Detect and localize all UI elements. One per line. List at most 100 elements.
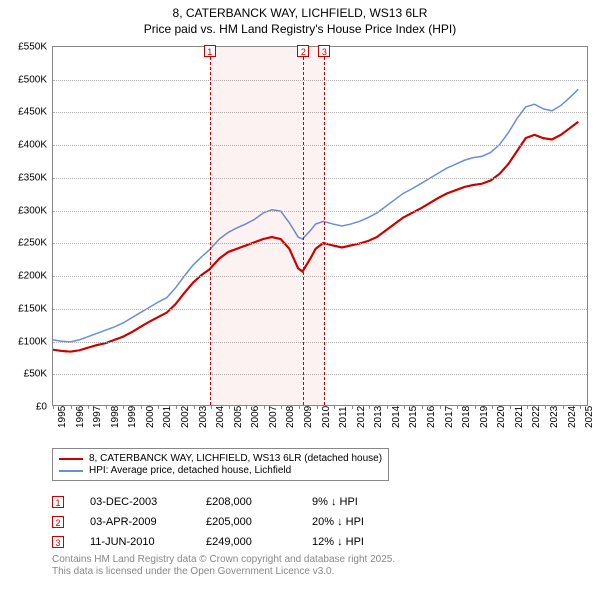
transaction-table: 1 03-DEC-2003 £208,000 9% ↓ HPI 2 03-APR…: [52, 492, 402, 552]
x-tick: [106, 405, 107, 409]
footer-attribution: Contains HM Land Registry data © Crown c…: [52, 554, 395, 578]
cell-date: 03-DEC-2003: [90, 496, 180, 508]
x-tick: [71, 405, 72, 409]
x-axis-label: 2014: [391, 406, 402, 428]
x-axis-label: 1996: [75, 406, 86, 428]
x-tick: [387, 405, 388, 409]
x-axis-label: 2003: [198, 406, 209, 428]
x-tick: [264, 405, 265, 409]
x-tick: [299, 405, 300, 409]
row-marker: 2: [52, 516, 64, 528]
y-axis-label: £50K: [7, 369, 47, 380]
event-marker: 3: [318, 45, 330, 57]
x-tick: [527, 405, 528, 409]
x-axis-label: 2011: [338, 406, 349, 428]
event-vline: [210, 47, 211, 405]
title-block: 8, CATERBANCK WAY, LICHFIELD, WS13 6LR P…: [0, 0, 600, 37]
x-tick: [123, 405, 124, 409]
x-axis-label: 2012: [356, 406, 367, 428]
x-tick: [457, 405, 458, 409]
x-axis-label: 2001: [162, 406, 173, 428]
x-axis-label: 2007: [268, 406, 279, 428]
x-axis-label: 2020: [496, 406, 507, 428]
x-tick: [211, 405, 212, 409]
x-axis-label: 2009: [303, 406, 314, 428]
x-axis-label: 2013: [373, 406, 384, 428]
cell-delta: 12% ↓ HPI: [312, 536, 402, 548]
x-axis-label: 1999: [127, 406, 138, 428]
x-tick: [229, 405, 230, 409]
event-vline: [303, 47, 304, 405]
cell-delta: 9% ↓ HPI: [312, 496, 402, 508]
x-tick: [422, 405, 423, 409]
y-axis-label: £250K: [7, 238, 47, 249]
legend-swatch: [59, 470, 83, 472]
legend-label: HPI: Average price, detached house, Lich…: [89, 465, 291, 476]
event-vline: [324, 47, 325, 405]
x-tick: [580, 405, 581, 409]
cell-date: 11-JUN-2010: [90, 536, 180, 548]
x-axis-label: 2018: [461, 406, 472, 428]
x-tick: [158, 405, 159, 409]
x-axis-label: 2004: [215, 406, 226, 428]
x-tick: [141, 405, 142, 409]
row-marker: 3: [52, 536, 64, 548]
x-axis-label: 2005: [233, 406, 244, 428]
x-axis-label: 2015: [408, 406, 419, 428]
x-tick: [194, 405, 195, 409]
row-marker: 1: [52, 496, 64, 508]
y-axis-label: £350K: [7, 172, 47, 183]
y-axis-label: £400K: [7, 140, 47, 151]
x-tick: [176, 405, 177, 409]
x-tick: [53, 405, 54, 409]
x-tick: [440, 405, 441, 409]
x-axis-label: 2023: [549, 406, 560, 428]
x-tick: [352, 405, 353, 409]
legend-swatch: [59, 458, 83, 460]
cell-price: £205,000: [206, 516, 286, 528]
x-tick: [281, 405, 282, 409]
chart-container: 8, CATERBANCK WAY, LICHFIELD, WS13 6LR P…: [0, 0, 600, 590]
footer-line: Contains HM Land Registry data © Crown c…: [52, 554, 395, 566]
x-axis-label: 2024: [567, 406, 578, 428]
legend-item: 8, CATERBANCK WAY, LICHFIELD, WS13 6LR (…: [59, 453, 382, 464]
x-axis-label: 2019: [479, 406, 490, 428]
x-axis-label: 2017: [444, 406, 455, 428]
legend-label: 8, CATERBANCK WAY, LICHFIELD, WS13 6LR (…: [89, 453, 382, 464]
y-axis-label: £150K: [7, 303, 47, 314]
cell-price: £249,000: [206, 536, 286, 548]
shaded-range: [210, 47, 304, 405]
x-axis-label: 1995: [57, 406, 68, 428]
x-tick: [510, 405, 511, 409]
x-axis-label: 2025: [584, 406, 595, 428]
x-tick: [563, 405, 564, 409]
cell-date: 03-APR-2009: [90, 516, 180, 528]
x-tick: [475, 405, 476, 409]
x-axis-label: 2006: [250, 406, 261, 428]
x-tick: [492, 405, 493, 409]
y-axis-label: £550K: [7, 42, 47, 53]
cell-delta: 20% ↓ HPI: [312, 516, 402, 528]
x-axis-label: 1997: [92, 406, 103, 428]
cell-price: £208,000: [206, 496, 286, 508]
legend-item: HPI: Average price, detached house, Lich…: [59, 465, 382, 476]
x-axis-label: 2002: [180, 406, 191, 428]
x-tick: [334, 405, 335, 409]
x-axis-label: 2022: [531, 406, 542, 428]
y-axis-label: £0: [7, 402, 47, 413]
table-row: 2 03-APR-2009 £205,000 20% ↓ HPI: [52, 512, 402, 532]
x-tick: [88, 405, 89, 409]
x-tick: [246, 405, 247, 409]
table-row: 3 11-JUN-2010 £249,000 12% ↓ HPI: [52, 532, 402, 552]
x-axis-label: 2010: [321, 406, 332, 428]
x-axis-label: 2000: [145, 406, 156, 428]
footer-line: This data is licensed under the Open Gov…: [52, 566, 395, 578]
y-axis-label: £200K: [7, 271, 47, 282]
y-axis-label: £300K: [7, 205, 47, 216]
y-axis-label: £500K: [7, 74, 47, 85]
title-subtitle: Price paid vs. HM Land Registry's House …: [0, 22, 600, 38]
x-axis-label: 1998: [110, 406, 121, 428]
x-tick: [317, 405, 318, 409]
title-address: 8, CATERBANCK WAY, LICHFIELD, WS13 6LR: [0, 6, 600, 22]
event-marker: 1: [204, 45, 216, 57]
